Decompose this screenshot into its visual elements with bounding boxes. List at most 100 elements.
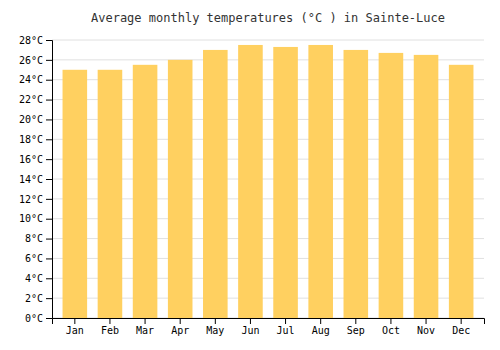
bar bbox=[98, 70, 123, 318]
y-tick: 20°C bbox=[19, 114, 52, 125]
plot-area: 0°C 2°C 4°C 6°C 8°C 10°C 12°C 14°C 16°C 18°C 20°C 2… bbox=[19, 35, 485, 336]
y-tick-mark bbox=[46, 239, 52, 240]
y-tick: 4°C bbox=[25, 273, 52, 284]
x-tick-label: Jul bbox=[277, 325, 295, 336]
y-tick-mark bbox=[46, 100, 52, 101]
bar bbox=[379, 53, 404, 318]
y-tick-label: 2°C bbox=[25, 293, 43, 304]
y-tick-label: 10°C bbox=[19, 213, 43, 224]
x-tick-mark bbox=[355, 318, 356, 324]
x-tick-mark bbox=[285, 318, 286, 324]
x-tick-label: Sep bbox=[347, 325, 365, 336]
y-tick-label: 18°C bbox=[19, 134, 43, 145]
x-tick-mark bbox=[390, 318, 391, 324]
y-tick-mark bbox=[46, 159, 52, 160]
x-tick: Feb bbox=[101, 318, 119, 336]
y-tick-label: 6°C bbox=[25, 253, 43, 264]
x-tick-label: Jan bbox=[66, 325, 84, 336]
y-tick-label: 28°C bbox=[19, 35, 43, 46]
bar bbox=[414, 55, 439, 318]
y-tick: 6°C bbox=[25, 253, 52, 264]
x-tick: Oct bbox=[382, 318, 400, 336]
x-tick: Apr bbox=[171, 318, 189, 336]
y-tick-mark bbox=[46, 40, 52, 41]
y-tick-mark bbox=[46, 219, 52, 220]
y-axis: 0°C 2°C 4°C 6°C 8°C 10°C 12°C 14°C 16°C 18°C 20°C 2… bbox=[19, 35, 53, 324]
bar bbox=[63, 70, 88, 318]
x-tick-label: Nov bbox=[417, 325, 435, 336]
y-tick-label: 12°C bbox=[19, 194, 43, 205]
x-tick-mark bbox=[180, 318, 181, 324]
x-tick-label: Dec bbox=[452, 325, 470, 336]
x-tick-label: Feb bbox=[101, 325, 119, 336]
x-tick: Mar bbox=[136, 318, 154, 336]
y-tick: 14°C bbox=[19, 174, 52, 185]
x-axis-line bbox=[53, 319, 485, 325]
x-tick: Sep bbox=[347, 318, 365, 336]
y-tick: 22°C bbox=[19, 94, 52, 105]
y-tick: 0°C bbox=[25, 313, 52, 324]
y-tick-label: 24°C bbox=[19, 74, 43, 85]
y-tick: 8°C bbox=[25, 233, 52, 244]
bar bbox=[308, 45, 333, 318]
x-axis: Jan Feb Mar Apr May Jun Jul Aug Sep Oct Nov Dec bbox=[53, 318, 485, 336]
bar bbox=[344, 50, 369, 318]
x-tick-mark bbox=[250, 318, 251, 324]
y-tick-label: 4°C bbox=[25, 273, 43, 284]
y-tick-mark bbox=[46, 119, 52, 120]
y-tick-mark bbox=[46, 199, 52, 200]
y-tick-label: 20°C bbox=[19, 114, 43, 125]
y-tick-mark bbox=[46, 179, 52, 180]
y-tick-mark bbox=[46, 298, 52, 299]
grid-line bbox=[52, 40, 484, 41]
title: Average monthly temperatures (°C ) in Sa… bbox=[91, 11, 445, 25]
y-tick-label: 26°C bbox=[19, 55, 43, 66]
y-tick: 28°C bbox=[19, 35, 52, 46]
x-tick-label: Oct bbox=[382, 325, 400, 336]
y-tick-label: 16°C bbox=[19, 154, 43, 165]
chart-container: 0°C 2°C 4°C 6°C 8°C 10°C 12°C 14°C 16°C 18°C 20°C 2… bbox=[0, 0, 500, 350]
y-tick: 18°C bbox=[19, 134, 52, 145]
x-tick: Dec bbox=[452, 318, 470, 336]
y-tick-mark bbox=[46, 139, 52, 140]
x-tick-mark bbox=[145, 318, 146, 324]
x-tick-mark bbox=[215, 318, 216, 324]
y-tick: 10°C bbox=[19, 213, 52, 224]
x-tick-label: Apr bbox=[171, 325, 189, 336]
bar bbox=[449, 65, 474, 318]
x-tick: Jul bbox=[277, 318, 295, 336]
y-tick-mark bbox=[46, 60, 52, 61]
x-tick: Nov bbox=[417, 318, 435, 336]
y-tick-mark bbox=[46, 318, 52, 319]
x-tick-mark bbox=[109, 318, 110, 324]
x-tick-mark bbox=[426, 318, 427, 324]
x-tick-mark bbox=[74, 318, 75, 324]
x-tick-label: May bbox=[206, 325, 224, 336]
grid bbox=[52, 40, 484, 318]
x-tick: May bbox=[206, 318, 224, 336]
bar bbox=[238, 45, 263, 318]
y-axis-line bbox=[46, 41, 53, 319]
x-tick: Jun bbox=[241, 318, 259, 336]
x-tick-label: Mar bbox=[136, 325, 154, 336]
y-tick: 24°C bbox=[19, 74, 52, 85]
bars bbox=[63, 45, 474, 318]
y-tick-label: 8°C bbox=[25, 233, 43, 244]
bar bbox=[203, 50, 228, 318]
x-tick: Jan bbox=[66, 318, 84, 336]
x-tick-mark bbox=[320, 318, 321, 324]
bar bbox=[133, 65, 158, 318]
x-tick-mark bbox=[461, 318, 462, 324]
bar bbox=[273, 47, 298, 318]
y-tick-mark bbox=[46, 80, 52, 81]
y-tick: 2°C bbox=[25, 293, 52, 304]
y-tick-label: 0°C bbox=[25, 313, 43, 324]
x-tick: Aug bbox=[312, 318, 330, 336]
bar bbox=[168, 60, 193, 318]
y-tick-mark bbox=[46, 258, 52, 259]
x-tick-label: Jun bbox=[241, 325, 259, 336]
y-tick-mark bbox=[46, 278, 52, 279]
chart-svg: 0°C 2°C 4°C 6°C 8°C 10°C 12°C 14°C 16°C 18°C 20°C 2… bbox=[0, 0, 500, 350]
y-tick: 26°C bbox=[19, 55, 52, 66]
x-tick-label: Aug bbox=[312, 325, 330, 336]
